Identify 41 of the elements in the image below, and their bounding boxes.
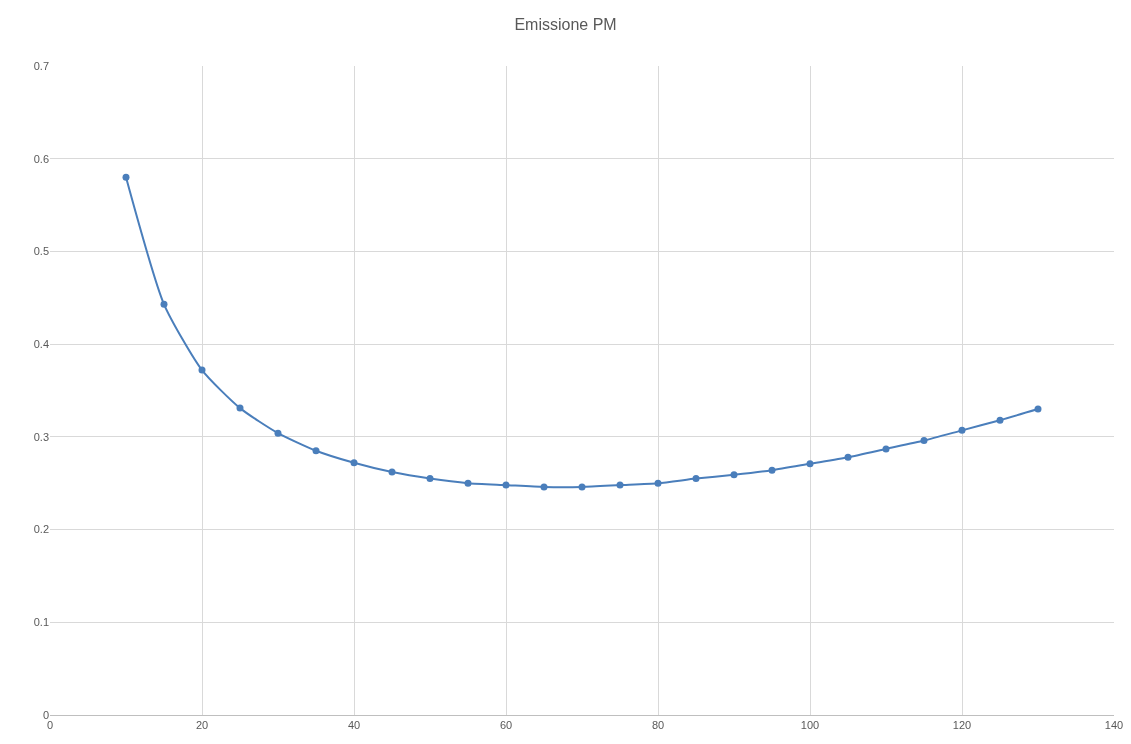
- point: [692, 475, 700, 483]
- x-tick-label: 120: [952, 719, 972, 732]
- point: [920, 437, 928, 445]
- point: [312, 447, 320, 455]
- point: [350, 459, 358, 467]
- x-tick-label: 100: [800, 719, 820, 732]
- point: [844, 453, 852, 461]
- point: [236, 404, 244, 412]
- y-tick-label: 0.1: [33, 616, 49, 629]
- point: [616, 481, 624, 489]
- chart-title: Emissione PM: [514, 15, 617, 33]
- point: [464, 479, 472, 487]
- point: [654, 479, 662, 487]
- x-tick-label: 20: [195, 719, 209, 732]
- point: [160, 300, 168, 308]
- point: [730, 471, 738, 479]
- point: [388, 468, 396, 476]
- y-tick-label: 0.2: [33, 523, 49, 536]
- y-tick-label: 0.4: [33, 337, 49, 350]
- y-tick-label: 0.7: [33, 59, 49, 72]
- point: [768, 466, 776, 474]
- x-tick-label: 40: [347, 719, 361, 732]
- point: [426, 475, 434, 483]
- point: [540, 483, 548, 491]
- y-tick-label: 0: [42, 708, 49, 721]
- point: [198, 366, 206, 374]
- point: [122, 173, 130, 181]
- y-tick-label: 0.6: [33, 152, 49, 165]
- x-tick-label: 60: [499, 719, 513, 732]
- y-tick-label: 0.5: [33, 245, 49, 258]
- point: [578, 483, 586, 491]
- x-tick-label: 80: [651, 719, 665, 732]
- point: [1034, 405, 1042, 413]
- point: [502, 481, 510, 489]
- point: [958, 426, 966, 434]
- x-tick-label: 140: [1104, 719, 1124, 732]
- point: [806, 460, 814, 468]
- point: [274, 429, 282, 437]
- point: [882, 445, 890, 453]
- point: [996, 416, 1004, 424]
- y-tick-label: 0.3: [33, 430, 49, 443]
